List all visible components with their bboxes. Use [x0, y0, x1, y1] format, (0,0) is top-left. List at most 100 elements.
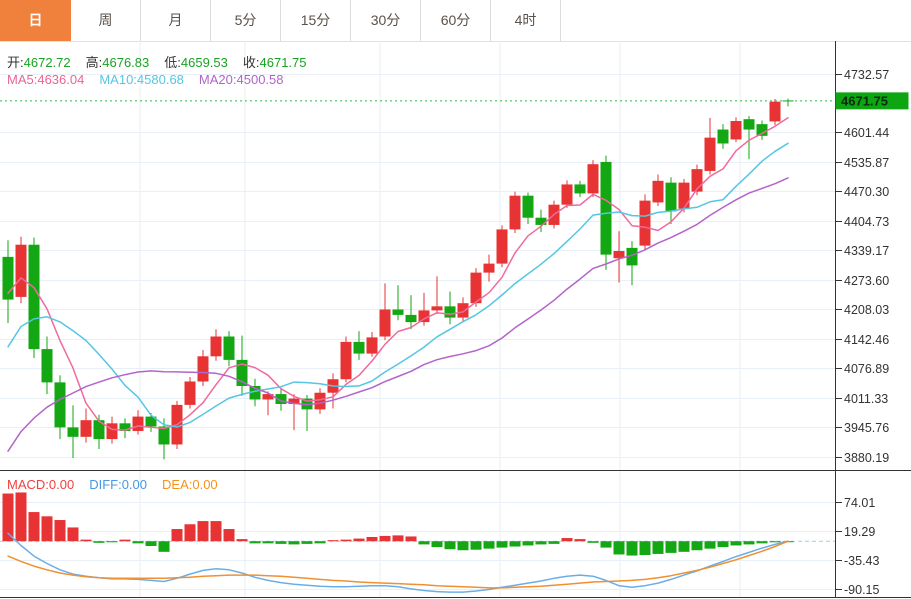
axis-label: 4011.33 [844, 392, 888, 406]
ma-ma20: MA20:4500.58 [198, 72, 284, 87]
candle [717, 124, 729, 149]
macd-bar [106, 541, 118, 543]
tab-30min[interactable]: 30分 [351, 0, 421, 41]
macd-bar [262, 541, 274, 544]
candle [340, 336, 352, 383]
ma5-line [7, 117, 789, 431]
ohlc-high: 高:4676.83 [85, 55, 150, 70]
macd-bar [522, 541, 534, 546]
macd-bar [41, 516, 53, 542]
candle [496, 225, 508, 268]
candle [522, 192, 534, 225]
macd-bar [444, 541, 456, 550]
macd-bar [665, 541, 677, 553]
candle [236, 335, 248, 396]
macd-bar [613, 541, 625, 555]
candle [275, 388, 287, 411]
candle [15, 236, 27, 304]
axis-label: 3945.76 [844, 421, 889, 435]
ohlc-close: 收:4671.75 [242, 55, 307, 70]
candle [223, 331, 235, 367]
candle [262, 391, 274, 416]
ma-legend: MA5:4636.04 MA10:4580.68 MA20:4500.58 [7, 72, 299, 87]
candle [392, 285, 404, 321]
tab-4hour[interactable]: 4时 [491, 0, 561, 41]
axis-label: 4076.89 [844, 362, 889, 376]
macd-bar [28, 512, 40, 542]
candle [67, 405, 79, 458]
macd-bar [769, 541, 781, 543]
macd-bar [496, 541, 508, 548]
axis-label: 4404.73 [844, 215, 889, 229]
candle [626, 241, 638, 286]
tab-15min[interactable]: 15分 [281, 0, 351, 41]
candles-layer [2, 98, 794, 460]
macd-bar [2, 493, 14, 542]
axis-label: 4339.17 [844, 244, 889, 258]
candle [574, 180, 586, 198]
tab-day[interactable]: 日 [0, 0, 71, 41]
macd-bar [301, 541, 313, 544]
macd-bar [691, 541, 703, 551]
ma20-line [7, 177, 789, 452]
candle [249, 378, 261, 407]
candle [54, 375, 66, 440]
candle [431, 276, 443, 315]
macd-bar [288, 541, 300, 545]
macd-bar [67, 527, 79, 542]
macd-bar [418, 541, 430, 545]
macd-bar [600, 541, 612, 548]
candle [691, 164, 703, 196]
candle [210, 329, 222, 361]
tab-5min[interactable]: 5分 [211, 0, 281, 41]
macd-bar [561, 538, 573, 542]
macd-histogram [2, 492, 794, 556]
candle [483, 254, 495, 282]
diff-line [7, 532, 789, 593]
candle [535, 209, 547, 233]
axis-label: 3880.19 [844, 451, 889, 465]
macd-bar [717, 541, 729, 548]
ohlc-open: 开:4672.72 [7, 55, 71, 70]
candle [769, 98, 781, 126]
candle [2, 240, 14, 324]
macd-bar [405, 536, 417, 542]
candle [756, 120, 768, 140]
candle [405, 295, 417, 330]
macd-bar [652, 541, 664, 554]
candle [704, 117, 716, 175]
candle [782, 98, 794, 107]
candle [678, 179, 690, 213]
macd-bar [639, 541, 651, 556]
macd-bar [353, 538, 365, 542]
candle [665, 177, 677, 225]
ma10-line [7, 142, 789, 428]
macd-bar [236, 539, 248, 542]
macd-bar [132, 541, 144, 544]
tab-week[interactable]: 周 [71, 0, 141, 41]
macd-bar [483, 541, 495, 549]
macd-bar [509, 541, 521, 547]
ma-ma5: MA5:4636.04 [7, 72, 85, 87]
candle [132, 410, 144, 435]
tab-month[interactable]: 月 [141, 0, 211, 41]
macd-dea: DEA:0.00 [162, 477, 218, 492]
tab-60min[interactable]: 60分 [421, 0, 491, 41]
macd-bar [704, 541, 716, 549]
macd-bar [184, 524, 196, 542]
svg-text:4671.75: 4671.75 [841, 93, 888, 108]
candle [379, 283, 391, 341]
candle [444, 291, 456, 325]
macd-bar [743, 541, 755, 545]
macd-bar [119, 539, 131, 542]
macd-bar [457, 541, 469, 551]
candle [288, 394, 300, 431]
dea-line [7, 540, 789, 589]
candle [327, 373, 339, 409]
candle [119, 418, 131, 439]
candle [184, 376, 196, 409]
macd-bar [756, 541, 768, 544]
axis-label: 4535.87 [844, 156, 889, 170]
